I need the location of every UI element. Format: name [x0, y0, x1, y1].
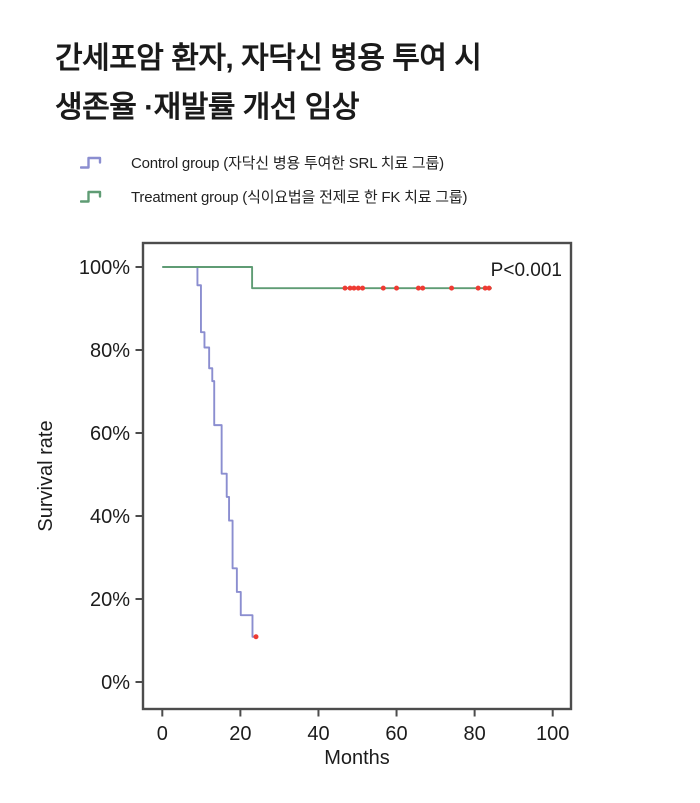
page-title-line-2: 생존율 ·재발률 개선 임상 — [55, 91, 360, 124]
censor-mark — [420, 285, 426, 291]
kaplan-meier-plot: 100% 80% 60% 40% 20% 0% 0 20 40 60 80 100 Months Surv… — [35, 241, 573, 769]
x-tick-label: 80 — [463, 723, 485, 745]
x-axis-title: Months — [324, 747, 390, 769]
censor-mark — [475, 285, 481, 291]
censor-mark — [253, 634, 259, 640]
censor-mark — [449, 285, 455, 291]
y-axis-title: Survival rate — [35, 420, 57, 531]
legend-item-treatment: Treatment group (식이요법을 전제로 한 FK 치료 그룹) — [80, 184, 467, 208]
x-tick-label: 20 — [229, 723, 251, 745]
x-tick-label: 0 — [157, 723, 168, 745]
censor-mark — [360, 285, 366, 291]
y-tick-label: 20% — [90, 589, 130, 611]
legend-label-control: Control group (자닥신 병용 투여한 SRL 치료 그룹) — [131, 154, 444, 172]
treatment-curve — [162, 266, 492, 290]
censor-mark — [486, 285, 492, 291]
control-curve — [162, 266, 256, 638]
censor-mark — [347, 285, 353, 291]
x-tick-label: 40 — [307, 723, 329, 745]
legend-label-treatment: Treatment group (식이요법을 전제로 한 FK 치료 그룹) — [131, 188, 468, 206]
y-tick-label: 80% — [90, 340, 130, 362]
step-line-icon — [80, 156, 102, 169]
plot-frame — [141, 241, 573, 711]
y-tick-label: 100% — [79, 257, 130, 279]
step-line-icon — [80, 190, 102, 203]
page-title: 간세포암 환자, 자닥신 병용 투여 시 생존율 ·재발률 개선 임상 — [55, 34, 482, 132]
survival-chart: 100% 80% 60% 40% 20% 0% 0 20 40 60 80 100 Months Surv… — [0, 230, 700, 803]
censor-mark — [394, 285, 400, 291]
censor-mark — [380, 285, 386, 291]
y-tick-label: 40% — [90, 506, 130, 528]
p-value-annotation: P<0.001 — [491, 260, 562, 281]
chart-legend: Control group (자닥신 병용 투여한 SRL 치료 그룹) Tre… — [80, 150, 467, 208]
censor-mark — [351, 285, 357, 291]
y-tick-label: 0% — [101, 672, 130, 694]
censor-mark — [482, 285, 488, 291]
censor-mark — [415, 285, 421, 291]
x-tick-label: 60 — [385, 723, 407, 745]
censor-mark — [355, 285, 361, 291]
y-tick-label: 60% — [90, 423, 130, 445]
legend-item-control: Control group (자닥신 병용 투여한 SRL 치료 그룹) — [80, 150, 467, 174]
page-title-line-1: 간세포암 환자, 자닥신 병용 투여 시 — [55, 42, 482, 75]
x-tick-label: 100 — [536, 723, 569, 745]
censor-mark — [342, 285, 348, 291]
